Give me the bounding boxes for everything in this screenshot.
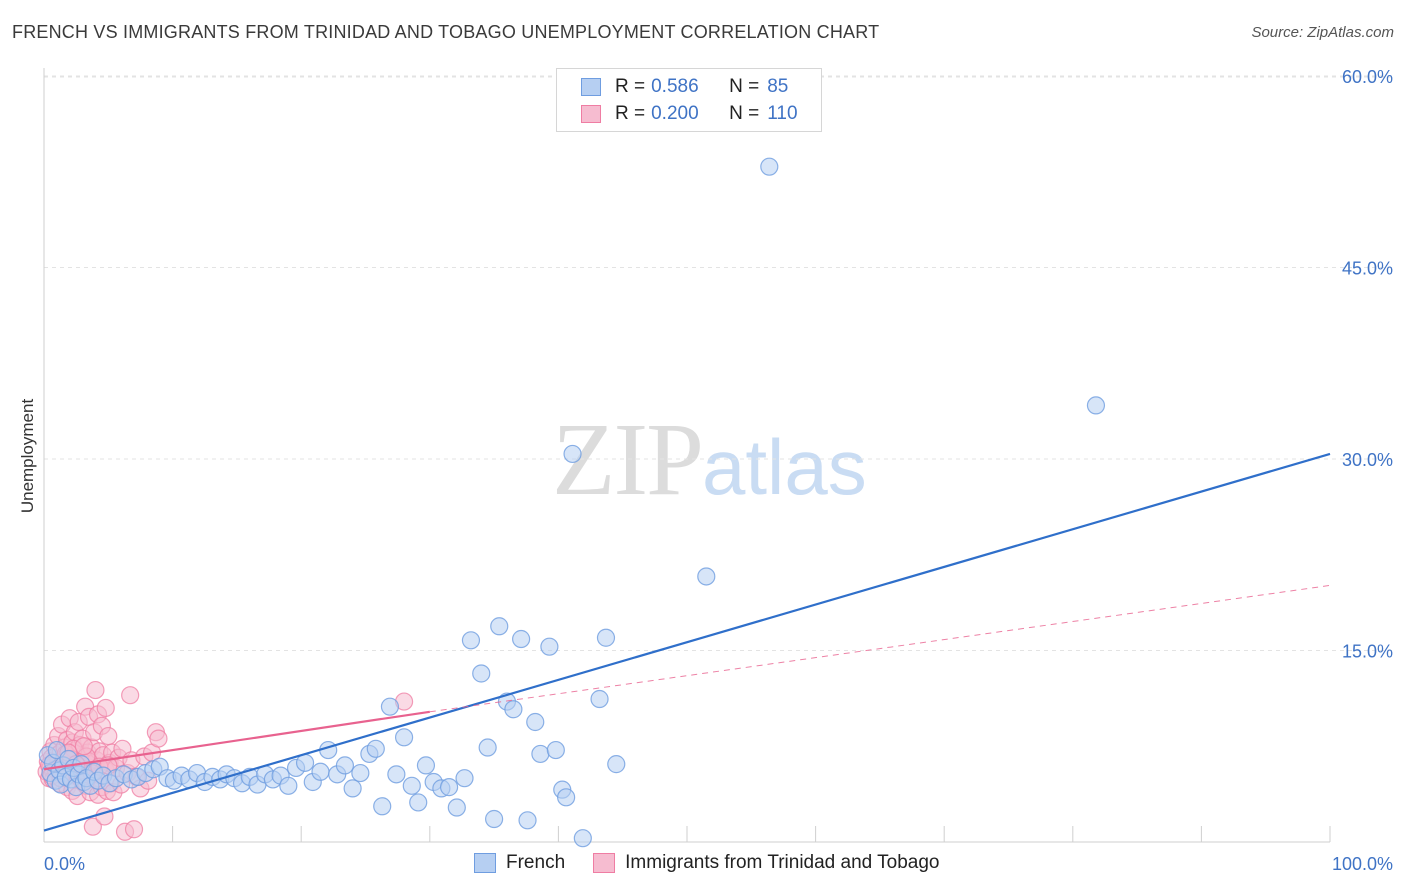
trinidad-point bbox=[83, 817, 102, 836]
french-point bbox=[563, 444, 582, 464]
chart-title: FRENCH VS IMMIGRANTS FROM TRINIDAD AND T… bbox=[12, 22, 880, 42]
tick-labels: 15.0% 30.0% 45.0% 60.0% 0.0% 100.0% bbox=[44, 67, 1393, 874]
y-tick-label: 30.0% bbox=[1342, 450, 1393, 470]
trinidad-point bbox=[121, 686, 140, 705]
legend-r-label: R = bbox=[615, 103, 646, 124]
french-point bbox=[472, 664, 491, 683]
french-point bbox=[590, 689, 609, 709]
french-point bbox=[461, 631, 481, 650]
french-point bbox=[402, 776, 421, 795]
french-swatch-icon bbox=[474, 853, 496, 873]
french-points bbox=[38, 157, 1106, 848]
french-point bbox=[366, 739, 385, 758]
trend-lines bbox=[43, 452, 1331, 832]
french-point bbox=[439, 778, 459, 797]
axes bbox=[43, 68, 1331, 843]
french-point bbox=[343, 779, 362, 798]
french-point bbox=[760, 157, 779, 176]
french-point bbox=[607, 755, 626, 774]
french-point bbox=[455, 769, 474, 788]
trinidad-point bbox=[149, 729, 168, 748]
french-point bbox=[557, 788, 576, 807]
source-label: Source: ZipAtlas.com bbox=[1251, 24, 1394, 41]
legend-item-french: French bbox=[474, 852, 565, 874]
french-point bbox=[596, 628, 616, 647]
french-point bbox=[279, 776, 298, 795]
stats-legend: R = 0.586 N = 85 R = 0.200 N = 110 bbox=[556, 68, 822, 132]
legend-n-label: N = bbox=[729, 103, 760, 124]
legend-n-value: 85 bbox=[767, 76, 789, 97]
y-tick-label: 15.0% bbox=[1342, 642, 1393, 662]
french-point bbox=[1086, 396, 1106, 415]
y-tick-label: 60.0% bbox=[1342, 67, 1393, 87]
legend-trinidad-label: Immigrants from Trinidad and Tobago bbox=[625, 852, 940, 873]
watermark-atlas: atlas bbox=[702, 423, 867, 511]
trinidad-point bbox=[124, 820, 144, 839]
grid bbox=[44, 75, 1392, 652]
french-point bbox=[478, 738, 497, 757]
french-point bbox=[504, 700, 523, 719]
french-point bbox=[573, 829, 592, 848]
french-point bbox=[380, 697, 400, 716]
french-point bbox=[526, 712, 545, 732]
french-point bbox=[335, 756, 355, 775]
trinidad-point bbox=[96, 698, 115, 718]
french-point bbox=[490, 617, 509, 636]
french-point bbox=[518, 811, 537, 830]
trinidad-swatch-icon bbox=[581, 105, 601, 123]
french-point bbox=[546, 740, 565, 760]
french-point bbox=[447, 798, 466, 817]
y-tick-label: 45.0% bbox=[1342, 259, 1393, 279]
x-tick-label: 0.0% bbox=[44, 854, 85, 874]
legend-r-value: 0.586 bbox=[651, 76, 699, 97]
legend-item-trinidad: Immigrants from Trinidad and Tobago bbox=[593, 852, 940, 874]
french-point bbox=[697, 567, 716, 586]
french-swatch-icon bbox=[581, 78, 601, 96]
french-point bbox=[416, 756, 436, 775]
french-point bbox=[531, 744, 550, 764]
trinidad-trend-line bbox=[43, 710, 430, 771]
french-point bbox=[409, 793, 428, 812]
trinidad-point bbox=[86, 680, 105, 700]
french-point bbox=[512, 629, 531, 649]
french-point bbox=[373, 797, 392, 816]
french-point bbox=[540, 637, 559, 656]
french-point bbox=[387, 765, 406, 784]
legend-n-value: 110 bbox=[767, 103, 798, 124]
legend-r-value: 0.200 bbox=[651, 103, 699, 124]
x-tick-label: 100.0% bbox=[1332, 854, 1393, 874]
series-legend: French Immigrants from Trinidad and Toba… bbox=[474, 852, 968, 874]
trinidad-swatch-icon bbox=[593, 853, 616, 873]
legend-row-french: R = 0.586 N = 85 bbox=[581, 74, 788, 100]
french-point bbox=[394, 728, 414, 747]
trinidad-trend-extension bbox=[429, 584, 1331, 713]
french-point bbox=[485, 809, 504, 829]
legend-r-label: R = bbox=[615, 76, 646, 97]
legend-row-trinidad: R = 0.200 N = 110 bbox=[581, 101, 798, 127]
french-point bbox=[311, 762, 330, 781]
french-trend-line bbox=[43, 452, 1331, 832]
legend-n-label: N = bbox=[729, 76, 760, 97]
french-point bbox=[351, 763, 370, 783]
trinidad-point bbox=[99, 726, 118, 746]
trinidad-point bbox=[74, 737, 93, 756]
legend-french-label: French bbox=[506, 852, 566, 873]
